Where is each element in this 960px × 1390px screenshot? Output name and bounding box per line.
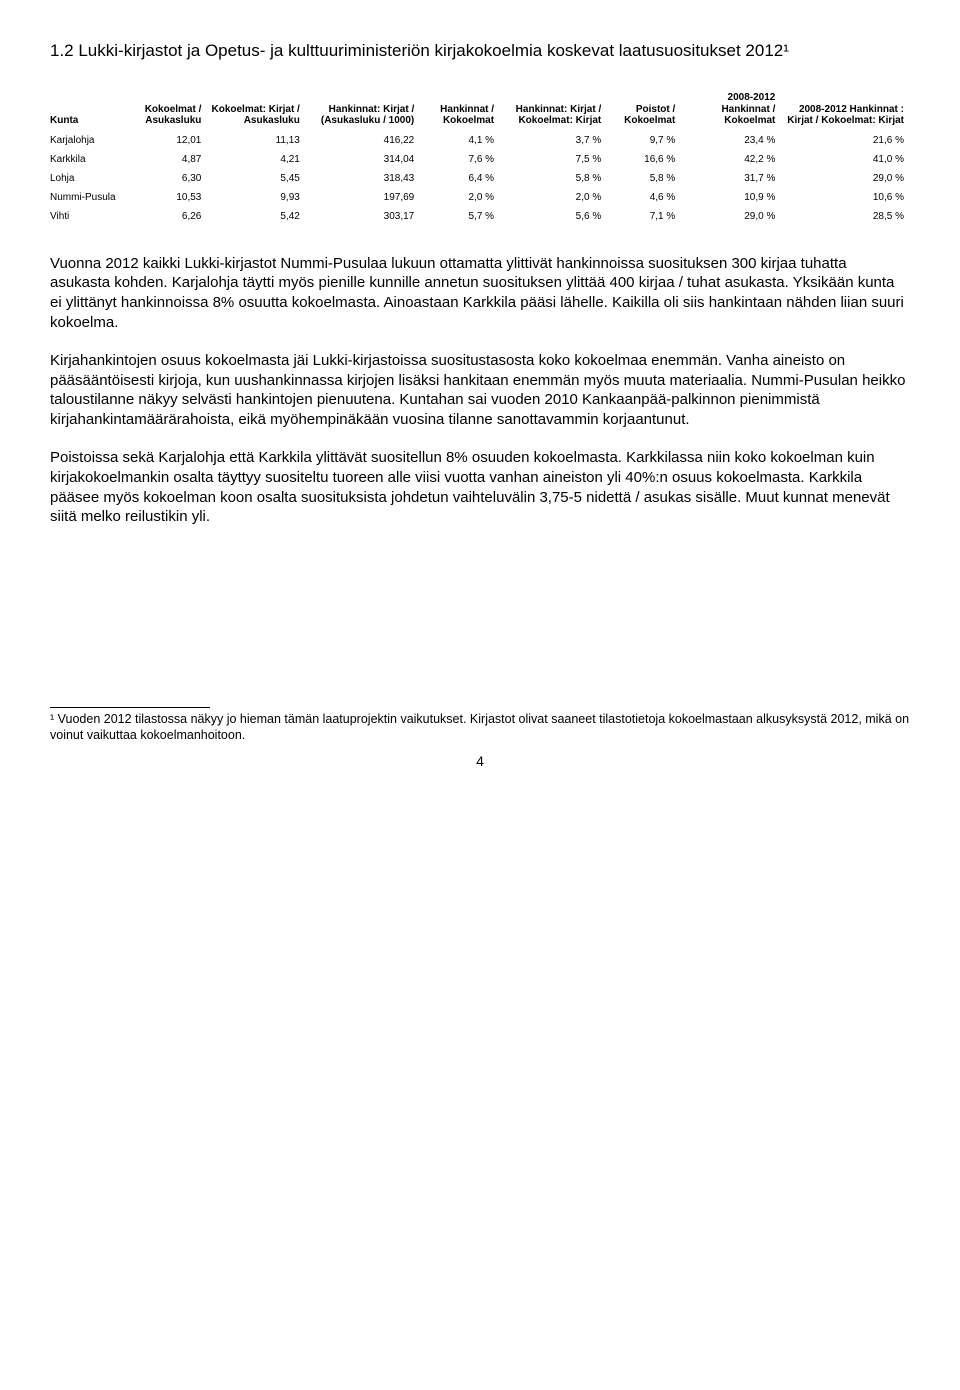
table-cell: Lohja	[50, 169, 122, 188]
col-header: Poistot / Kokoelmat	[607, 90, 681, 131]
table-cell: 23,4 %	[681, 131, 781, 150]
table-cell: 41,0 %	[781, 150, 910, 169]
table-cell: 42,2 %	[681, 150, 781, 169]
table-row: Nummi-Pusula10,539,93197,692,0 %2,0 %4,6…	[50, 188, 910, 207]
table-cell: 7,1 %	[607, 207, 681, 226]
table-cell: Karjalohja	[50, 131, 122, 150]
table-cell: 4,87	[122, 150, 208, 169]
table-cell: 318,43	[306, 169, 420, 188]
body-paragraph: Poistoissa sekä Karjalohja että Karkkila…	[50, 448, 910, 527]
table-row: Karjalohja12,0111,13416,224,1 %3,7 %9,7 …	[50, 131, 910, 150]
table-cell: 21,6 %	[781, 131, 910, 150]
section-title: 1.2 Lukki-kirjastot ja Opetus- ja kulttu…	[50, 40, 910, 62]
table-cell: Nummi-Pusula	[50, 188, 122, 207]
table-cell: 10,9 %	[681, 188, 781, 207]
body-paragraph: Vuonna 2012 kaikki Lukki-kirjastot Nummi…	[50, 254, 910, 333]
table-cell: 4,1 %	[420, 131, 500, 150]
table-body: Karjalohja12,0111,13416,224,1 %3,7 %9,7 …	[50, 131, 910, 226]
col-header: Hankinnat: Kirjat / (Asukasluku / 1000)	[306, 90, 420, 131]
footnote-text: ¹ Vuoden 2012 tilastossa näkyy jo hieman…	[50, 712, 910, 743]
col-header: Kokoelmat / Asukasluku	[122, 90, 208, 131]
table-cell: 16,6 %	[607, 150, 681, 169]
col-header: Hankinnat / Kokoelmat	[420, 90, 500, 131]
table-row: Vihti6,265,42303,175,7 %5,6 %7,1 %29,0 %…	[50, 207, 910, 226]
col-header: 2008-2012 Hankinnat / Kokoelmat	[681, 90, 781, 131]
table-cell: 5,8 %	[607, 169, 681, 188]
col-header: Hankinnat: Kirjat / Kokoelmat: Kirjat	[500, 90, 607, 131]
footnote-separator	[50, 707, 210, 708]
table-cell: 5,6 %	[500, 207, 607, 226]
table-cell: Karkkila	[50, 150, 122, 169]
table-cell: 5,8 %	[500, 169, 607, 188]
col-header: Kunta	[50, 90, 122, 131]
table-cell: 31,7 %	[681, 169, 781, 188]
table-cell: 2,0 %	[500, 188, 607, 207]
table-row: Karkkila4,874,21314,047,6 %7,5 %16,6 %42…	[50, 150, 910, 169]
col-header: Kokoelmat: Kirjat / Asukasluku	[207, 90, 305, 131]
table-cell: 4,6 %	[607, 188, 681, 207]
table-cell: 10,6 %	[781, 188, 910, 207]
col-header: 2008-2012 Hankinnat : Kirjat / Kokoelmat…	[781, 90, 910, 131]
table-cell: 7,5 %	[500, 150, 607, 169]
table-cell: 3,7 %	[500, 131, 607, 150]
table-cell: 29,0 %	[681, 207, 781, 226]
table-cell: 9,7 %	[607, 131, 681, 150]
table-cell: 4,21	[207, 150, 305, 169]
table-cell: 29,0 %	[781, 169, 910, 188]
table-cell: 6,4 %	[420, 169, 500, 188]
body-paragraph: Kirjahankintojen osuus kokoelmasta jäi L…	[50, 351, 910, 430]
table-cell: 11,13	[207, 131, 305, 150]
table-row: Lohja6,305,45318,436,4 %5,8 %5,8 %31,7 %…	[50, 169, 910, 188]
table-cell: 2,0 %	[420, 188, 500, 207]
table-cell: 5,42	[207, 207, 305, 226]
table-cell: 6,30	[122, 169, 208, 188]
table-header-row: Kunta Kokoelmat / Asukasluku Kokoelmat: …	[50, 90, 910, 131]
table-cell: 6,26	[122, 207, 208, 226]
table-cell: 12,01	[122, 131, 208, 150]
table-cell: 197,69	[306, 188, 420, 207]
table-cell: 7,6 %	[420, 150, 500, 169]
table-cell: 5,45	[207, 169, 305, 188]
table-cell: 314,04	[306, 150, 420, 169]
table-cell: 9,93	[207, 188, 305, 207]
table-cell: 416,22	[306, 131, 420, 150]
table-cell: 5,7 %	[420, 207, 500, 226]
table-cell: 28,5 %	[781, 207, 910, 226]
page-number: 4	[50, 753, 910, 769]
table-cell: 303,17	[306, 207, 420, 226]
data-table: Kunta Kokoelmat / Asukasluku Kokoelmat: …	[50, 90, 910, 226]
table-cell: 10,53	[122, 188, 208, 207]
table-cell: Vihti	[50, 207, 122, 226]
